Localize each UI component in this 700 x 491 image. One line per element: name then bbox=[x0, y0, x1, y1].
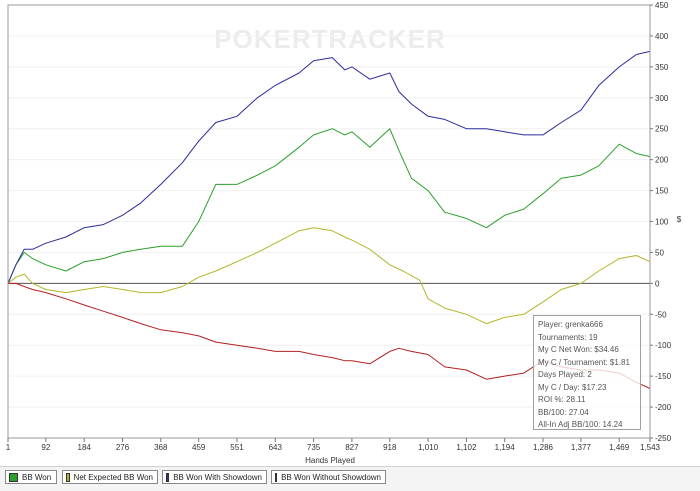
x-tick-label: 184 bbox=[78, 443, 92, 452]
line-chart: POKERTRACKER 1 92 184 276 368 459 551 643 735 827… bbox=[5, 1, 682, 465]
y-tick-label: 450 bbox=[655, 1, 669, 10]
y-tick-label: 400 bbox=[655, 32, 669, 41]
series-line-bb-won-with-showdown bbox=[7, 50, 651, 284]
x-tick-label: 1,102 bbox=[456, 443, 477, 452]
y-tick-label: 350 bbox=[655, 63, 669, 72]
x-tick-label: 1,543 bbox=[640, 443, 661, 452]
x-tick-label: 1,286 bbox=[533, 443, 554, 452]
y-axis-ticks: 450 400 350 300 250 200 150 100 50 0 -50 -100 -150 -2… bbox=[650, 1, 672, 443]
y-tick-label: 200 bbox=[655, 156, 669, 165]
legend-swatch-icon bbox=[166, 472, 170, 482]
tooltip-net-won: My C Net Won: $34.46 bbox=[538, 345, 619, 354]
legend-item-net-expected-bb-won[interactable]: Net Expected BB Won bbox=[62, 470, 158, 484]
x-tick-label: 551 bbox=[230, 443, 244, 452]
legend-item-bb-won[interactable]: BB Won bbox=[5, 470, 57, 484]
tooltip-player: Player: grenka666 bbox=[538, 320, 603, 329]
x-tick-label: 735 bbox=[307, 443, 321, 452]
tooltip-allin-bb100: All-In Adj BB/100: 14.24 bbox=[538, 420, 623, 429]
grid bbox=[8, 4, 650, 439]
y-tick-label: 50 bbox=[655, 248, 664, 257]
x-axis-ticks: 1 92 184 276 368 459 551 643 735 827 918 1,010 1,102… bbox=[6, 438, 661, 452]
x-axis-label: Hands Played bbox=[305, 456, 355, 465]
tooltip-roi: ROI %: 28.11 bbox=[538, 395, 586, 404]
y-tick-label: 150 bbox=[655, 187, 669, 196]
x-tick-label: 1,469 bbox=[609, 443, 630, 452]
y-tick-label: 100 bbox=[655, 218, 669, 227]
tooltip-per-day: My C / Day: $17.23 bbox=[538, 382, 607, 392]
legend-swatch-icon bbox=[9, 472, 18, 482]
x-tick-label: 1,194 bbox=[495, 443, 516, 452]
x-tick-label: 368 bbox=[154, 443, 168, 452]
x-tick-label: 1,377 bbox=[571, 443, 592, 452]
x-tick-label: 1,010 bbox=[418, 443, 439, 452]
legend-label: BB Won bbox=[22, 472, 52, 482]
y-tick-label: -250 bbox=[655, 434, 672, 443]
stats-tooltip: Player: grenka666 Tournaments: 19 My C N… bbox=[533, 315, 641, 430]
x-tick-label: 459 bbox=[192, 443, 206, 452]
legend-label: BB Won With Showdown bbox=[173, 472, 262, 482]
x-tick-label: 276 bbox=[116, 443, 130, 452]
legend-swatch-icon bbox=[275, 472, 278, 482]
legend-label: BB Won Without Showdown bbox=[281, 472, 381, 482]
y-tick-label: -200 bbox=[655, 403, 672, 412]
x-tick-label: 643 bbox=[269, 443, 283, 452]
legend-item-bb-won-with-showdown[interactable]: BB Won With Showdown bbox=[162, 470, 267, 484]
x-tick-label: 918 bbox=[383, 443, 397, 452]
y-tick-label: 300 bbox=[655, 94, 669, 103]
tooltip-tournaments: Tournaments: 19 bbox=[538, 332, 598, 342]
tooltip-bb100: BB/100: 27.04 bbox=[538, 407, 589, 417]
y-axis-label: $ bbox=[677, 215, 682, 224]
y-tick-label: -150 bbox=[655, 372, 672, 381]
y-tick-label: -100 bbox=[655, 341, 672, 350]
y-tick-label: 250 bbox=[655, 125, 669, 134]
y-tick-label: 0 bbox=[655, 279, 660, 288]
series-layer bbox=[7, 50, 651, 389]
legend-label: Net Expected BB Won bbox=[73, 472, 153, 482]
x-tick-label: 1 bbox=[6, 443, 11, 452]
x-tick-label: 92 bbox=[41, 443, 50, 452]
tooltip-days-played: Days Played: 2 bbox=[538, 370, 592, 379]
legend-item-bb-won-without-showdown[interactable]: BB Won Without Showdown bbox=[271, 470, 386, 484]
legend: BB Won Net Expected BB Won BB Won With S… bbox=[0, 466, 700, 491]
x-tick-label: 827 bbox=[345, 443, 359, 452]
legend-swatch-icon bbox=[66, 472, 70, 482]
series-line-bb-won bbox=[7, 128, 651, 284]
series-line-net-expected-bb-won bbox=[7, 227, 651, 325]
y-tick-label: -50 bbox=[655, 310, 667, 319]
tooltip-per-tournament: My C / Tournament: $1.81 bbox=[538, 357, 630, 367]
watermark-logo: POKERTRACKER bbox=[214, 24, 446, 54]
